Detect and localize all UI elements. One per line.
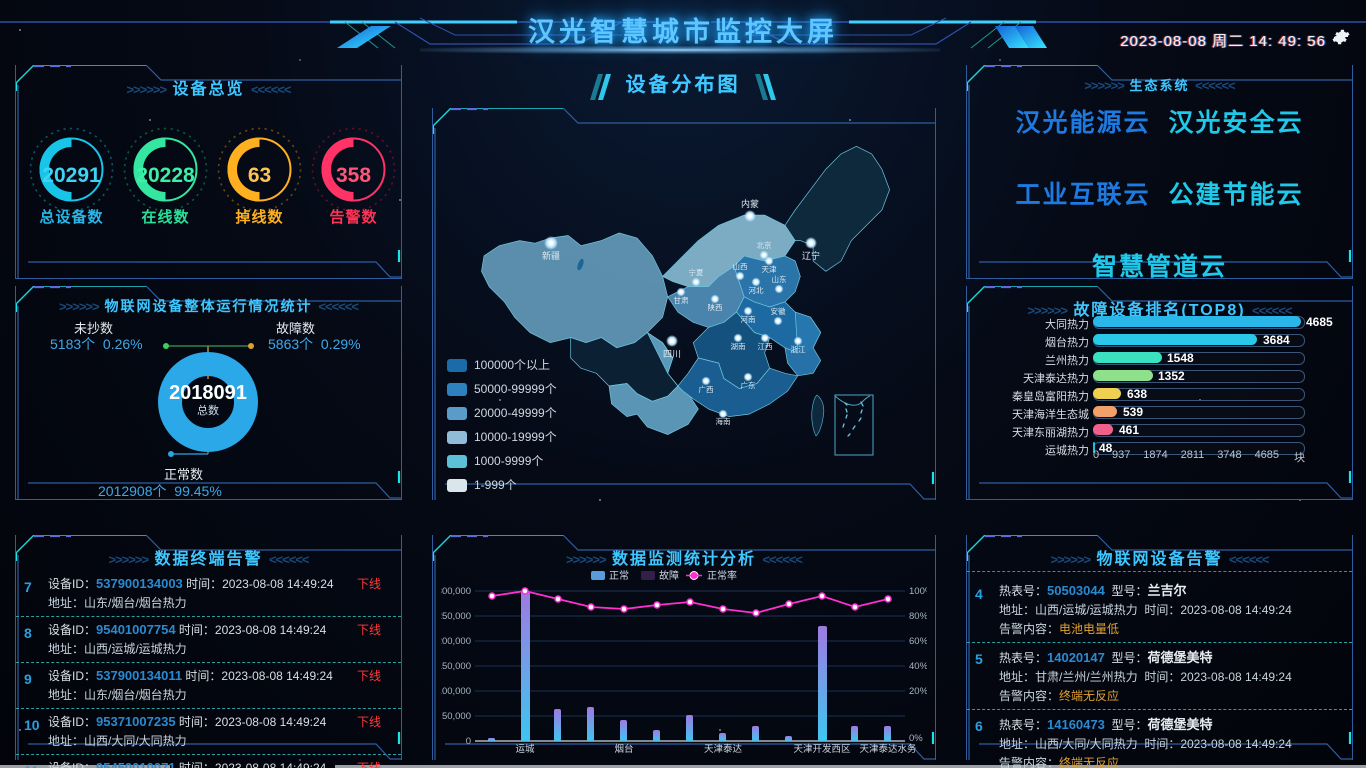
- svg-text:山东: 山东: [772, 274, 787, 284]
- svg-text:天津泰达水务: 天津泰达水务: [859, 743, 917, 754]
- svg-text:50,000: 50,000: [442, 711, 471, 722]
- svg-text:河北: 河北: [749, 286, 764, 295]
- svg-text:2018091: 2018091: [169, 382, 247, 404]
- svg-text:山西: 山西: [733, 261, 748, 271]
- svg-text:浙江: 浙江: [791, 344, 806, 354]
- svg-text:河南: 河南: [741, 314, 756, 324]
- svg-text:四川: 四川: [663, 349, 681, 359]
- svg-text:100%: 100%: [909, 586, 927, 597]
- svg-text:湖南: 湖南: [731, 341, 746, 351]
- svg-text:安徽: 安徽: [771, 306, 786, 316]
- svg-text:北京: 北京: [757, 240, 772, 250]
- svg-text:海南: 海南: [716, 416, 731, 426]
- svg-text:广西: 广西: [699, 384, 714, 394]
- svg-text:天津开发西区: 天津开发西区: [793, 743, 851, 754]
- svg-text:广东: 广东: [741, 380, 756, 390]
- svg-text:150,000: 150,000: [441, 661, 471, 672]
- svg-text:100,000: 100,000: [441, 686, 471, 697]
- svg-text:20%: 20%: [909, 686, 927, 697]
- svg-text:故障: 故障: [659, 569, 679, 582]
- svg-text:天津泰达: 天津泰达: [704, 743, 743, 754]
- svg-text:0: 0: [466, 736, 471, 747]
- svg-text:正常: 正常: [609, 569, 629, 582]
- svg-text:总数: 总数: [197, 403, 219, 417]
- svg-text:40%: 40%: [909, 661, 927, 672]
- svg-text:60%: 60%: [909, 636, 927, 647]
- svg-text:200,000: 200,000: [441, 636, 471, 647]
- svg-text:80%: 80%: [909, 611, 927, 622]
- svg-text:300,000: 300,000: [441, 586, 471, 597]
- svg-text:250,000: 250,000: [441, 611, 471, 622]
- svg-text:江西: 江西: [758, 342, 773, 351]
- svg-text:新疆: 新疆: [542, 250, 560, 261]
- svg-text:运城: 运城: [515, 744, 535, 754]
- svg-text:陕西: 陕西: [708, 302, 723, 312]
- svg-text:辽宁: 辽宁: [802, 250, 820, 261]
- svg-text:天津: 天津: [762, 265, 777, 274]
- svg-text:烟台: 烟台: [614, 743, 633, 754]
- svg-text:0%: 0%: [909, 733, 923, 744]
- svg-text:内蒙: 内蒙: [741, 198, 759, 209]
- svg-text:宁夏: 宁夏: [689, 267, 704, 277]
- svg-text:甘肃: 甘肃: [674, 295, 689, 305]
- svg-text:正常率: 正常率: [707, 569, 737, 582]
